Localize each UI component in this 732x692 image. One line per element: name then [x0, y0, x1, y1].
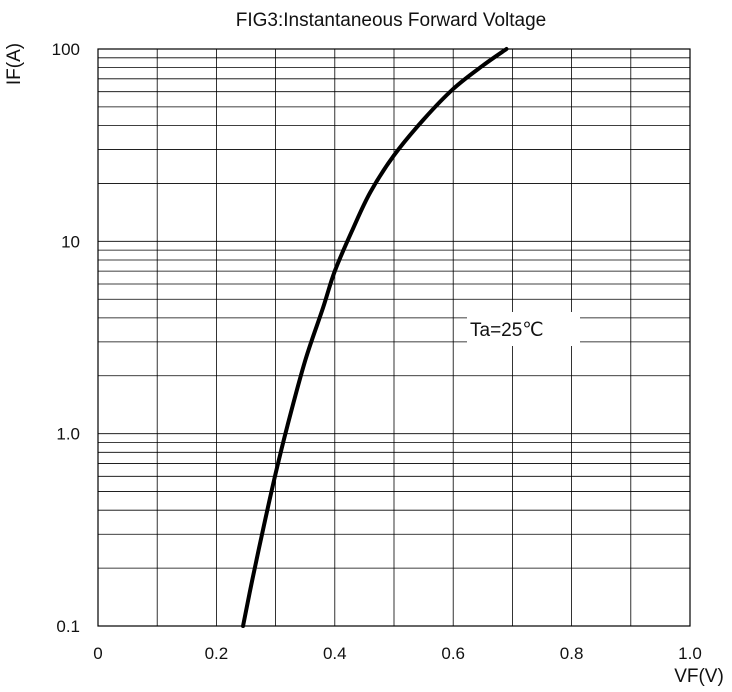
- plot-frame: [97, 48, 691, 627]
- x-tick-label: 0.8: [560, 644, 584, 663]
- temperature-annotation: Ta=25℃: [470, 320, 544, 341]
- x-tick-label: 0: [93, 644, 102, 663]
- y-tick-labels: 0.1 1.0 10 100: [52, 40, 80, 636]
- x-tick-label: 0.6: [441, 644, 465, 663]
- annotation-background: [467, 312, 580, 346]
- y-tick-label: 100: [52, 40, 80, 59]
- forward-voltage-curve: [241, 47, 509, 628]
- y-axis-label: IF(A): [4, 43, 25, 85]
- series-group: [241, 47, 509, 628]
- y-tick-label: 1.0: [56, 425, 80, 444]
- grid: [98, 48, 690, 626]
- y-tick-label: 0.1: [56, 617, 80, 636]
- x-tick-label: 1.0: [678, 644, 702, 663]
- x-tick-label: 0.4: [323, 644, 347, 663]
- y-tick-label: 10: [61, 232, 80, 251]
- chart-title: FIG3:Instantaneous Forward Voltage: [236, 10, 547, 31]
- x-tick-label: 0.2: [205, 644, 229, 663]
- x-tick-labels: 0 0.2 0.4 0.6 0.8 1.0: [93, 644, 702, 663]
- x-axis-label: VF(V): [674, 666, 724, 687]
